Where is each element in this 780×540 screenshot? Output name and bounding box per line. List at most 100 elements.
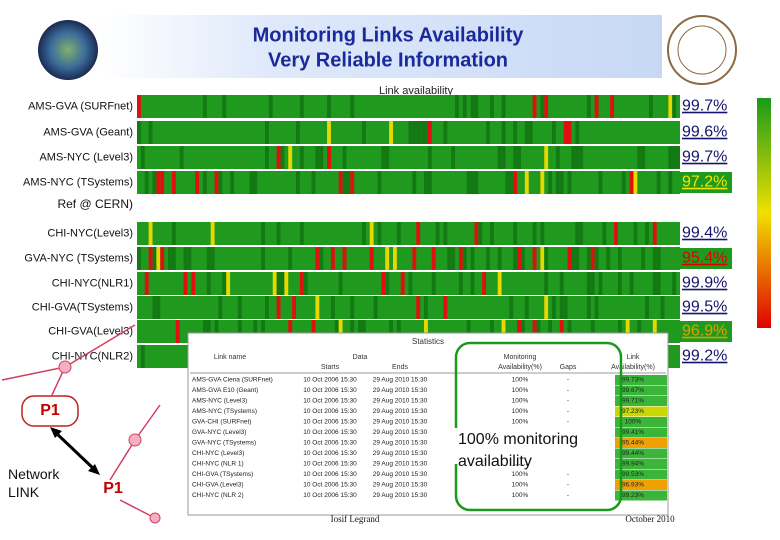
table-cell: 10 Oct 2006 15:30 <box>303 471 357 478</box>
heat-cell <box>610 95 615 118</box>
heat-cell <box>548 320 553 343</box>
heat-cell <box>299 146 304 169</box>
heat-cell <box>478 222 483 245</box>
heat-cell <box>171 247 176 270</box>
heat-cell <box>276 222 281 245</box>
ref-row <box>137 198 680 216</box>
heat-cell <box>633 171 638 194</box>
cell-bg <box>615 469 667 480</box>
heat-cell <box>575 146 580 169</box>
heat-cell <box>427 121 432 144</box>
node-label: P1 <box>103 480 123 497</box>
heat-cell <box>524 121 529 144</box>
heat-cell <box>396 320 401 343</box>
table-cell: 10 Oct 2006 15:30 <box>303 398 357 405</box>
title-line: Very Reliable Information <box>268 49 508 71</box>
heat-cell <box>571 146 576 169</box>
heat-cell <box>299 95 304 118</box>
table-cell: CHI-NYC (NLR 1) <box>192 461 244 468</box>
heat-cell <box>462 95 467 118</box>
heat-cell <box>152 247 157 270</box>
heat-row <box>137 222 680 245</box>
color-scale <box>757 98 771 328</box>
heat-cell <box>427 171 432 194</box>
heat-cell <box>497 146 502 169</box>
heat-cell <box>171 222 176 245</box>
heat-cell <box>660 296 665 319</box>
table-cell: - <box>567 419 569 426</box>
heat-cell <box>513 121 518 144</box>
heat-cell <box>381 146 386 169</box>
table-cell: - <box>567 387 569 394</box>
heat-cell <box>517 146 521 169</box>
cell-bg <box>615 396 667 406</box>
heat-cell <box>420 121 425 144</box>
heat-cell <box>148 222 153 245</box>
heat-cell <box>586 296 591 319</box>
table-cell: GVA-NYC (TSystems) <box>192 440 256 447</box>
heat-cell <box>489 95 494 118</box>
heat-cell <box>206 320 211 343</box>
callout-box <box>452 428 614 464</box>
table-cell: 99.41% <box>622 429 644 436</box>
heat-cell <box>652 272 657 295</box>
table-cell: 99.53% <box>622 471 644 478</box>
value-bg <box>680 248 732 269</box>
heat-cell <box>489 320 494 343</box>
heat-cell <box>598 272 603 295</box>
link-availability: 99.7% <box>682 98 727 115</box>
heat-cell <box>532 247 537 270</box>
heat-cell <box>540 222 545 245</box>
heat-cell <box>315 247 320 270</box>
heat-cell <box>629 272 634 295</box>
arrow-head <box>88 464 100 475</box>
heat-cell <box>497 272 502 295</box>
heat-cell <box>470 272 475 295</box>
heat-cell <box>377 171 382 194</box>
heat-cell <box>641 146 646 169</box>
heat-cell <box>327 95 331 118</box>
heat-cell <box>416 121 421 144</box>
heat-cell <box>175 320 180 343</box>
heat-cell <box>152 296 157 319</box>
link-line <box>109 439 136 481</box>
heat-cell <box>617 247 622 270</box>
globe-logo <box>38 20 98 80</box>
table-cell: GVA-NYC (Level3) <box>192 429 246 436</box>
heat-cell <box>455 95 459 118</box>
heat-cell <box>513 222 518 245</box>
table-cell: - <box>567 377 569 384</box>
heat-cell <box>218 296 223 319</box>
table-cell: AMS-GVA E10 (Geant) <box>192 387 258 394</box>
heat-cell <box>202 95 207 118</box>
link-availability: 95.4% <box>682 250 727 267</box>
heat-cell <box>311 320 316 343</box>
heat-cell <box>559 320 564 343</box>
table-cell: - <box>567 492 569 499</box>
heat-cell <box>625 320 630 343</box>
heat-cell <box>385 247 390 270</box>
heat-cell <box>555 171 560 194</box>
table-cell: GVA-CHI (SURFnet) <box>192 419 251 426</box>
heat-cell <box>424 320 428 343</box>
heat-cell <box>385 146 390 169</box>
cell-bg <box>615 375 667 385</box>
heat-cell <box>183 247 188 270</box>
table-cell: 100% <box>512 471 529 478</box>
heat-cell <box>621 171 626 194</box>
table-cell: - <box>567 398 569 405</box>
heat-cell <box>559 272 564 295</box>
heat-cell <box>672 95 677 118</box>
cell-bg <box>615 417 667 427</box>
cell-bg <box>615 448 667 459</box>
table-cell: 29 Aug 2010 15:30 <box>373 377 428 384</box>
heat-cell <box>292 296 297 319</box>
heat-cell <box>470 95 475 118</box>
heat-cell <box>237 296 242 319</box>
table-cell: 29 Aug 2010 15:30 <box>373 408 428 415</box>
arrow-head <box>50 427 62 438</box>
heat-cell <box>168 247 172 270</box>
heat-cell <box>513 247 518 270</box>
heat-cell <box>206 272 211 295</box>
heat-cell <box>137 121 141 144</box>
